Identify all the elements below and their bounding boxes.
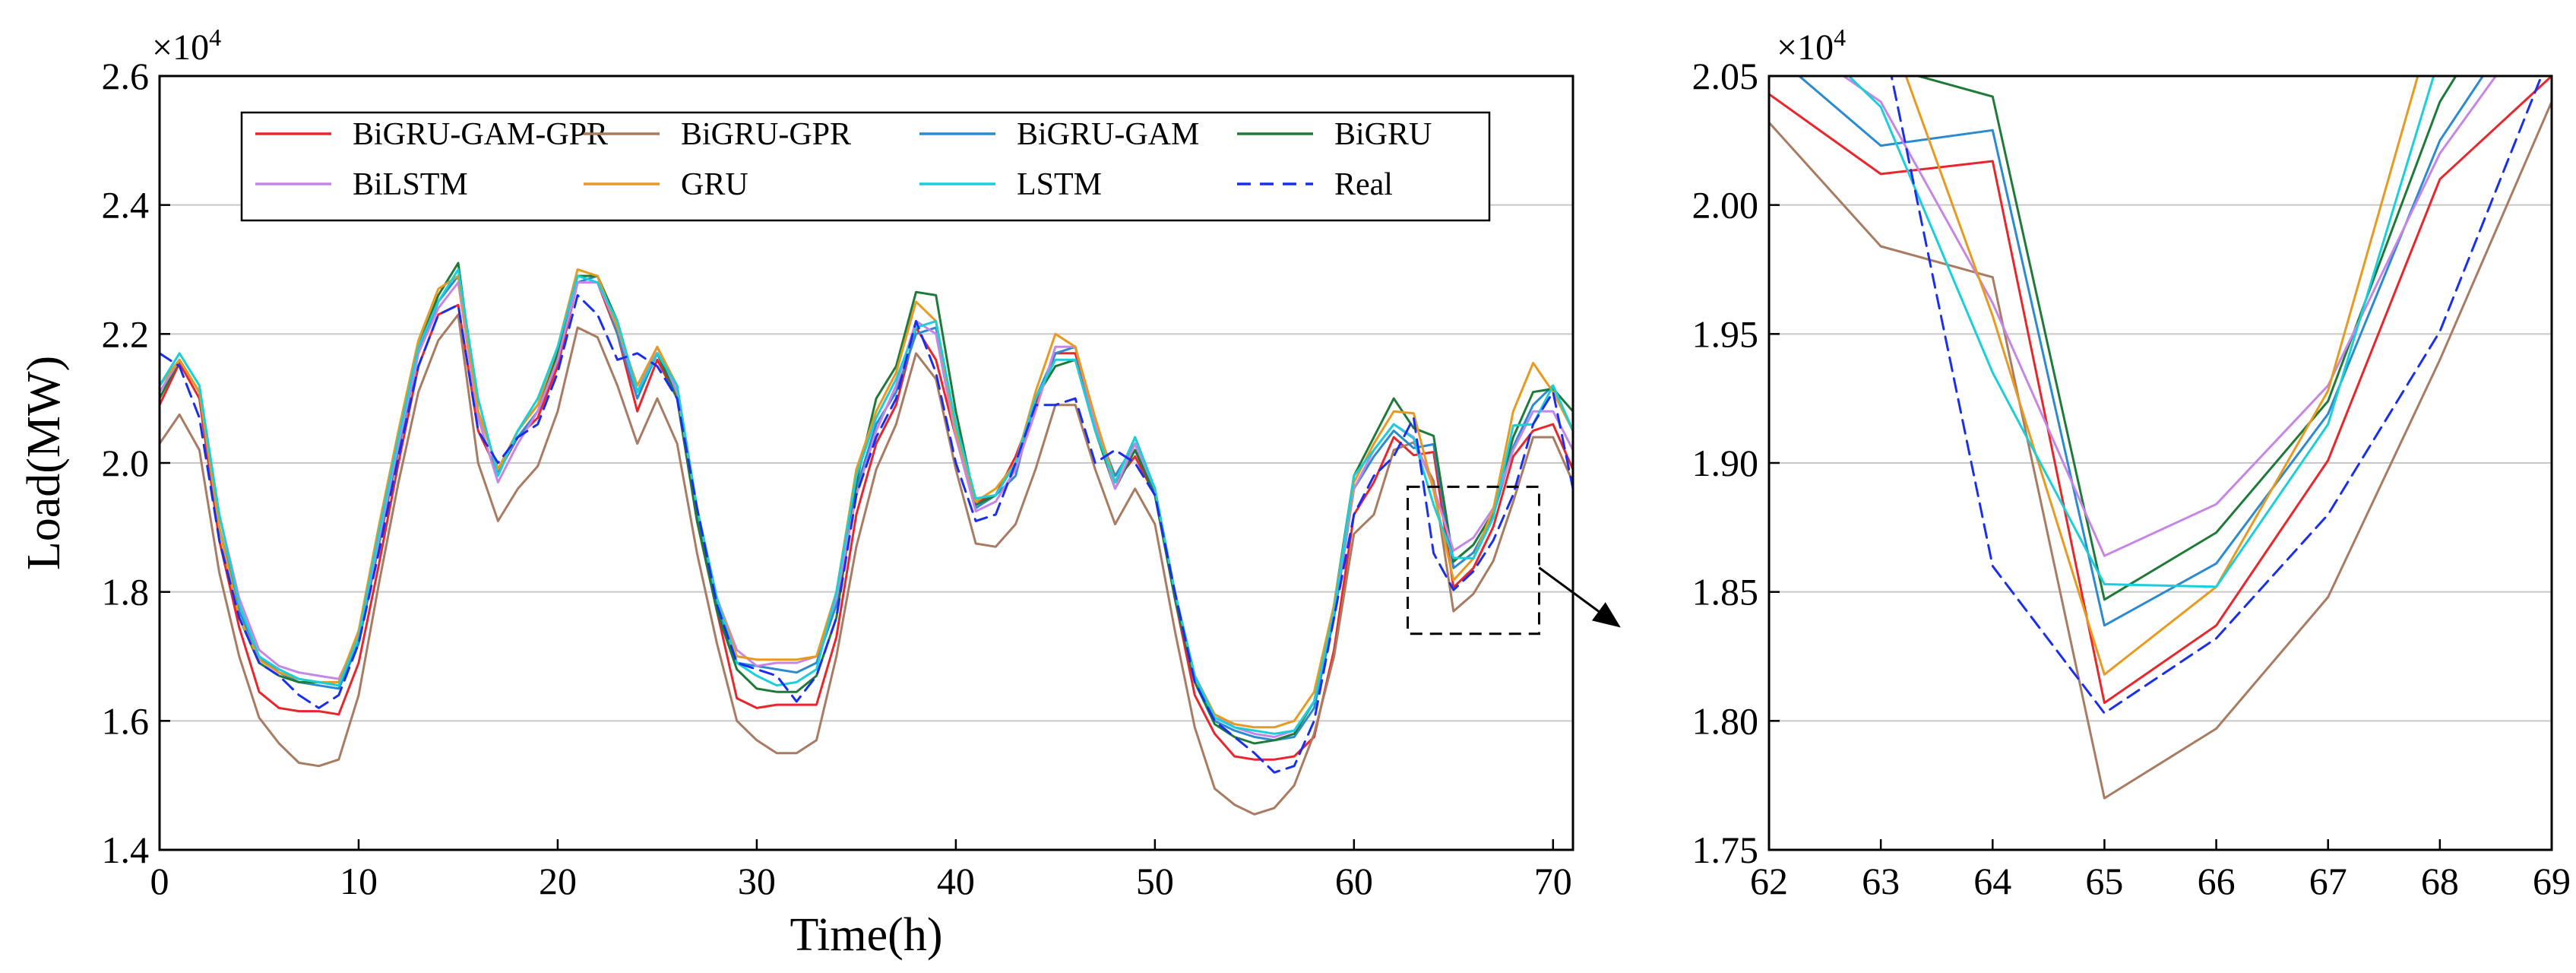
main-y-axis-title: Load(MW) [18, 356, 70, 570]
zoom-x-axis: 62 63 64 65 66 67 68 69 [1750, 839, 2571, 902]
legend-label-bigru-gpr: BiGRU-GPR [681, 117, 851, 152]
legend-box [240, 111, 1491, 222]
main-series-gru [160, 268, 1573, 729]
main-series-bigru-gam-gpr [160, 281, 1573, 761]
zoom-y-tick-label: 1.95 [1692, 312, 1759, 355]
main-chart: 0 10 20 30 40 50 60 70 1.4 1.6 1.8 2.0 2.2 2.4 2.6 ×1… [18, 24, 1621, 961]
main-series-group [160, 261, 1573, 816]
main-y-tick-label: 2.4 [102, 184, 150, 227]
main-x-tick-label: 50 [1136, 860, 1174, 902]
legend-label-bigru-gam: BiGRU-GAM [1017, 117, 1199, 152]
zoom-x-tick-label: 69 [2533, 860, 2571, 902]
main-x-tick-label: 0 [150, 860, 169, 902]
main-y-tick-label: 1.4 [102, 829, 150, 871]
zoom-x-tick-label: 67 [2309, 860, 2347, 902]
legend-label-bigru: BiGRU [1334, 117, 1432, 152]
zoom-x-tick-label: 63 [1862, 860, 1900, 902]
zoom-chart: 62 63 64 65 66 67 68 69 1.75 1.80 1.85 1.90 1.95 2.0… [1692, 24, 2571, 902]
zoom-selection-box [1407, 485, 1540, 635]
main-y-tick-label: 1.6 [102, 699, 150, 742]
legend-label-real: Real [1334, 167, 1393, 202]
main-x-tick-label: 10 [340, 860, 378, 902]
zoom-series-bigru-gam-gpr [1769, 76, 2552, 705]
zoom-x-tick-label: 64 [1973, 860, 2011, 902]
main-y-tick-label: 2.2 [102, 312, 150, 355]
main-x-tick-label: 60 [1335, 860, 1373, 902]
zoom-series-gru [1904, 76, 2419, 676]
zoom-series-bigru-gam [1797, 76, 2485, 627]
zoom-x-tick-label: 66 [2198, 860, 2236, 902]
zoom-y-tick-label: 1.75 [1692, 829, 1759, 871]
zoom-y-tick-label: 2.00 [1692, 184, 1759, 227]
legend-label-bilstm: BiLSTM [353, 167, 468, 202]
legend-label-gru: GRU [681, 167, 748, 202]
zoom-x-tick-label: 65 [2085, 860, 2123, 902]
main-y-axis: 1.4 1.6 1.8 2.0 2.2 2.4 2.6 [102, 55, 170, 871]
zoom-y-axis: 1.75 1.80 1.85 1.90 1.95 2.00 2.05 [1692, 55, 1780, 871]
main-x-tick-label: 30 [738, 860, 776, 902]
zoom-x-tick-label: 62 [1750, 860, 1788, 902]
main-series-real [160, 293, 1573, 774]
main-multiplier: ×104 [152, 24, 221, 68]
zoom-arrow [1538, 566, 1621, 628]
legend: BiGRU-GAM-GPR BiGRU-GPR BiGRU-GAM BiGRU BiLS… [240, 111, 1491, 222]
legend-label-bigru-gam-gpr: BiGRU-GAM-GPR [353, 117, 608, 152]
main-x-axis: 0 10 20 30 40 50 60 70 [150, 839, 1572, 902]
zoom-x-tick-label: 68 [2421, 860, 2459, 902]
legend-label-lstm: LSTM [1017, 167, 1102, 202]
main-x-tick-label: 20 [539, 860, 577, 902]
zoom-series-lstm [1847, 76, 2435, 588]
zoom-y-tick-label: 1.90 [1692, 442, 1759, 484]
zoom-y-tick-label: 1.80 [1692, 699, 1759, 742]
zoom-series-bigru [1913, 76, 2457, 601]
zoom-series-real [1890, 76, 2543, 715]
zoom-y-tick-label: 1.85 [1692, 571, 1759, 613]
main-y-tick-label: 2.6 [102, 55, 150, 97]
main-series-lstm [160, 268, 1573, 735]
main-y-tick-label: 2.0 [102, 442, 150, 484]
main-x-axis-title: Time(h) [790, 909, 943, 961]
zoom-y-tick-label: 2.05 [1692, 55, 1759, 97]
zoom-series-bigru-gpr [1769, 100, 2552, 800]
zoom-series-group [1769, 76, 2552, 800]
zoom-multiplier: ×104 [1777, 24, 1846, 68]
zoom-gridlines [1769, 204, 2552, 722]
main-y-tick-label: 1.8 [102, 571, 150, 613]
main-x-tick-label: 40 [937, 860, 975, 902]
main-series-bigru-gpr [160, 313, 1573, 816]
zoom-series-bilstm [1841, 76, 2498, 557]
main-x-tick-label: 70 [1534, 860, 1572, 902]
